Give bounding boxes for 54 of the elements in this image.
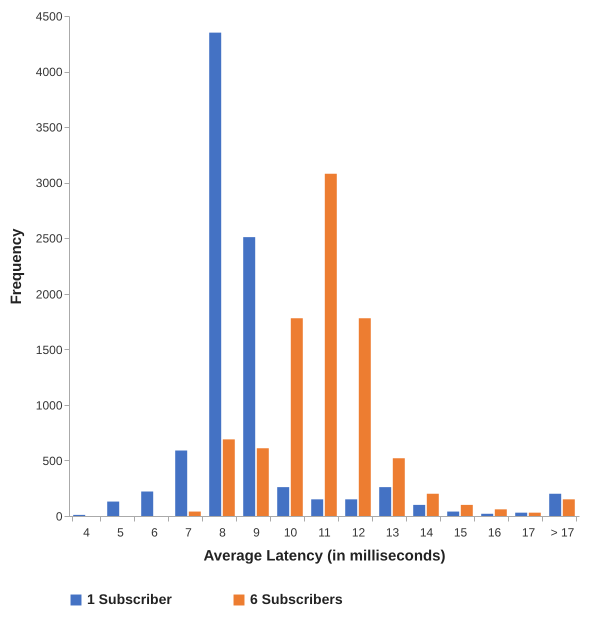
bar [528, 512, 541, 516]
bar [256, 448, 269, 516]
bar [515, 512, 528, 516]
x-tick-label: 13 [386, 526, 400, 540]
x-tick-label: > 17 [550, 526, 575, 540]
x-tick-label: 7 [185, 526, 192, 540]
bar [549, 494, 562, 516]
bar [426, 494, 439, 516]
bar [562, 499, 575, 516]
x-tick-label: 8 [219, 526, 226, 540]
bar [324, 174, 337, 516]
y-tick-label: 4000 [36, 65, 63, 80]
bar [175, 450, 188, 516]
x-tick-label: 4 [83, 526, 90, 540]
y-tick-label: 0 [56, 510, 63, 524]
y-tick-label: 3500 [36, 120, 63, 135]
bar [107, 502, 120, 516]
bar [243, 237, 256, 516]
bar [413, 504, 426, 516]
y-tick-label: 3000 [36, 176, 63, 190]
legend-label: 1 Subscriber [87, 591, 172, 607]
y-axis-title: Frequency [8, 228, 25, 304]
bar [460, 504, 473, 516]
x-tick-label: 5 [117, 526, 124, 540]
x-tick-label: 10 [284, 526, 298, 540]
y-tick-label: 2500 [36, 232, 63, 246]
bar [209, 32, 222, 516]
x-axis-title: Average Latency (in milliseconds) [203, 548, 446, 564]
bar [494, 509, 507, 516]
x-tick-label: 12 [352, 526, 366, 540]
y-tick-label: 4500 [36, 10, 63, 24]
x-tick-label: 14 [420, 526, 434, 540]
y-tick-label: 1000 [36, 398, 63, 412]
bar [141, 492, 154, 516]
y-tick-label: 1500 [36, 342, 63, 357]
bar [290, 318, 303, 516]
bar [379, 487, 392, 516]
y-tick-label: 500 [42, 454, 63, 468]
legend-label: 6 Subscribers [250, 591, 343, 607]
bar [222, 439, 235, 516]
bar [358, 318, 371, 516]
bar [447, 512, 460, 516]
x-tick-label: 6 [151, 526, 158, 540]
x-tick-label: 9 [253, 526, 260, 540]
y-tick-label: 2000 [36, 287, 63, 302]
x-tick-label: 15 [454, 526, 468, 540]
bar [277, 487, 290, 516]
x-tick-label: 17 [522, 526, 536, 540]
bar [392, 458, 405, 516]
bar [345, 499, 358, 516]
x-tick-label: 16 [488, 526, 502, 540]
bar [311, 499, 324, 516]
x-tick-label: 11 [318, 526, 332, 540]
bar [188, 512, 201, 516]
